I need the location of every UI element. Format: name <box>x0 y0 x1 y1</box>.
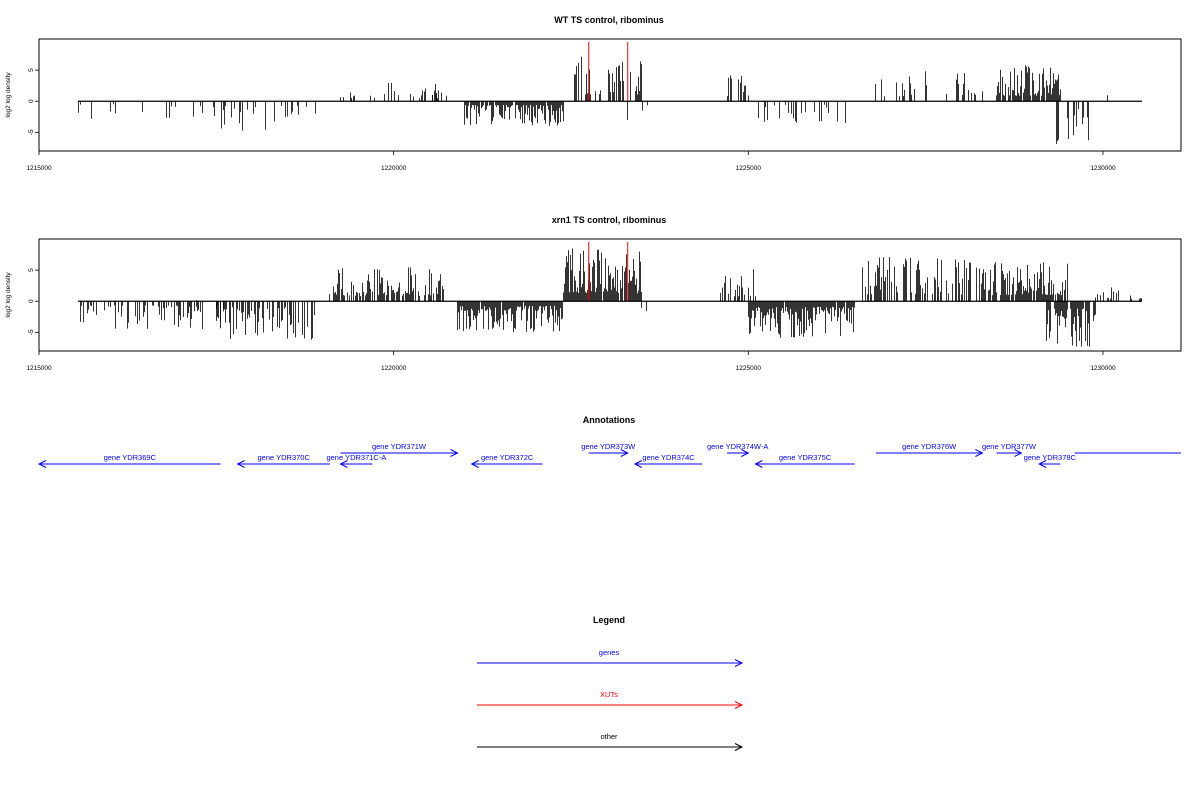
y-tick-label: -5 <box>28 129 35 135</box>
legend-item: other <box>477 732 744 751</box>
legend-items: genes XUTs other <box>477 648 744 751</box>
gene-arrow: gene YDR371C-A <box>326 453 386 468</box>
gene-arrow: gene YDR373W <box>581 442 636 457</box>
gene-arrow: gene YDR370C <box>236 453 330 468</box>
gene-label: gene YDR370C <box>258 453 311 462</box>
annotations-track: Annotations gene YDR369C gene YDR370C gene… <box>37 415 1181 468</box>
xut-markers <box>588 242 629 302</box>
plot-frame <box>38 238 1182 352</box>
gene-label: gene YDR372C <box>481 453 534 462</box>
x-tick-label: 1215000 <box>26 165 52 172</box>
x-tick-label: 1225000 <box>736 365 762 372</box>
gene-arrow-head <box>37 460 47 468</box>
y-tick-label: 0 <box>28 99 35 103</box>
panel-title: xrn1 TS control, ribominus <box>552 215 667 225</box>
gene-label: gene YDR369C <box>104 453 157 462</box>
legend-item: genes <box>477 648 744 667</box>
gene-label: gene YDR376W <box>902 442 957 451</box>
legend-item: XUTs <box>477 690 744 709</box>
gene-label: gene YDR373W <box>581 442 636 451</box>
annotations-title: Annotations <box>583 415 636 425</box>
gene-label: gene YDR374W-A <box>707 442 768 451</box>
gene-label: gene YDR377W <box>982 442 1037 451</box>
gene-label: gene YDR371W <box>372 442 427 451</box>
gene-arrow-head <box>620 449 629 457</box>
legend-item-label: genes <box>599 648 620 657</box>
gene-arrow-head <box>470 460 479 468</box>
y-tick-label: 5 <box>28 268 35 272</box>
gene-arrow: gene YDR369C <box>37 453 221 468</box>
gene-arrow: gene YDR375C <box>754 453 855 468</box>
x-tick-label: 1220000 <box>381 365 407 372</box>
legend-item-label: other <box>600 732 618 741</box>
xut-markers <box>588 42 629 102</box>
wt-coverage-panel: WT TS control, ribominus log2 log densit… <box>5 15 1182 172</box>
gene-arrow-head <box>1014 449 1023 457</box>
gene-arrow-head <box>339 460 348 468</box>
legend: Legend genes XUTs other <box>477 615 744 751</box>
coverage-bars <box>78 56 1108 144</box>
gene-label: gene YDR371C-A <box>326 453 386 462</box>
gene-arrow: gene YDR376W <box>875 442 984 457</box>
gene-arrow-head <box>741 449 750 457</box>
gene-label: gene YDR374C <box>642 453 695 462</box>
x-tick-label: 1225000 <box>736 165 762 172</box>
gene-arrow-head <box>754 460 763 468</box>
legend-item-label: XUTs <box>600 690 618 699</box>
coverage-bars <box>80 248 1142 347</box>
plot-frame <box>38 38 1182 152</box>
gene-arrow-head <box>1038 460 1047 468</box>
y-axis-label: log2 log density <box>5 272 12 318</box>
gene-arrow-head <box>975 449 984 457</box>
legend-arrow-head <box>734 659 744 667</box>
y-axis-label: log2 log density <box>5 72 12 118</box>
y-tick-label: -5 <box>28 329 35 335</box>
x-tick-label: 1215000 <box>26 365 52 372</box>
gene-arrow: gene YDR378C <box>1024 453 1077 468</box>
legend-arrow-head <box>734 701 744 709</box>
gene-arrows: gene YDR369C gene YDR370C gene YDR371C-A ge… <box>37 442 1181 468</box>
gene-label: gene YDR375C <box>779 453 832 462</box>
gene-label: gene YDR378C <box>1024 453 1077 462</box>
y-axis: -5 0 5 <box>28 68 39 135</box>
x-tick-label: 1220000 <box>381 165 407 172</box>
y-tick-label: 5 <box>28 68 35 72</box>
legend-title: Legend <box>593 615 625 625</box>
gene-arrow: gene YDR374W-A <box>707 442 768 457</box>
panel-title: WT TS control, ribominus <box>554 15 664 25</box>
gene-arrow: gene YDR371W <box>340 442 459 457</box>
y-axis: -5 0 5 <box>28 268 39 335</box>
gene-arrow: gene YDR372C <box>470 453 543 468</box>
x-axis: 1215000 1220000 1225000 1230000 <box>26 351 1116 372</box>
gene-arrow-head <box>450 449 459 457</box>
legend-arrow-head <box>734 743 744 751</box>
x-tick-label: 1230000 <box>1090 165 1116 172</box>
gene-arrow-head <box>633 460 643 468</box>
y-tick-label: 0 <box>28 299 35 303</box>
gene-arrow-head <box>236 460 245 468</box>
x-axis: 1215000 1220000 1225000 1230000 <box>26 151 1116 172</box>
gene-arrow: gene YDR377W <box>982 442 1037 457</box>
xrn1-coverage-panel: xrn1 TS control, ribominus log2 log dens… <box>5 215 1182 372</box>
x-tick-label: 1230000 <box>1090 365 1116 372</box>
gene-arrow: gene YDR374C <box>633 453 703 468</box>
